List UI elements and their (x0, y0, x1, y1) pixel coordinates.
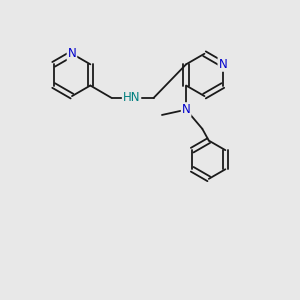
Text: N: N (218, 58, 227, 71)
Text: N: N (68, 47, 76, 60)
Text: HN: HN (123, 92, 140, 104)
Text: N: N (182, 103, 190, 116)
